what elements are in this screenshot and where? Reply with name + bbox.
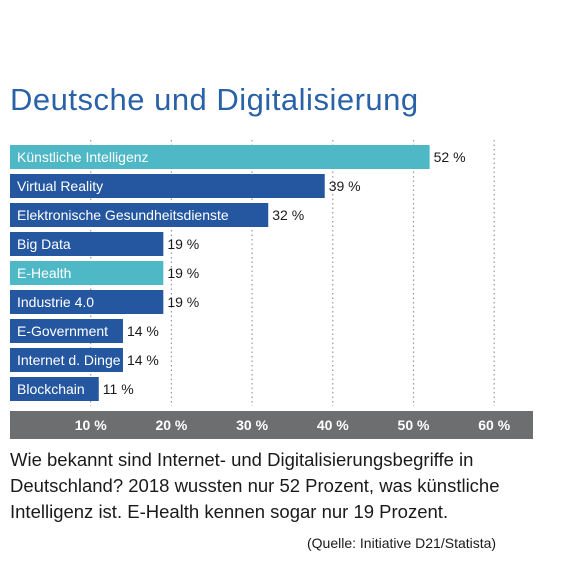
bar [10, 348, 123, 372]
value-label: 14 % [127, 323, 159, 339]
category-label: E-Government [17, 323, 108, 339]
value-label: 19 % [167, 236, 199, 252]
x-tick-label: 40 % [317, 417, 349, 433]
bar [10, 232, 164, 256]
category-label: Blockchain [17, 381, 85, 397]
x-axis: 10 % 20 % 30 % 40 % 50 % 60 % [10, 411, 533, 439]
bar [10, 203, 269, 227]
chart-caption: Wie bekannt sind Internet- und Digitalis… [10, 449, 500, 522]
bar [10, 174, 325, 198]
chart-title: Deutsche und Digitalisierung [10, 82, 419, 117]
category-label: Internet d. Dinge [17, 352, 121, 368]
value-label: 19 % [167, 265, 199, 281]
bars: Künstliche Intelligenz 52 % Virtual Realit… [10, 145, 466, 401]
value-label: 11 % [103, 381, 134, 397]
value-label: 32 % [272, 207, 304, 223]
bar [10, 319, 123, 343]
category-label: E-Health [17, 265, 71, 281]
value-label: 39 % [329, 178, 361, 194]
source-note: (Quelle: Initiative D21/Statista) [307, 535, 497, 551]
bar [10, 290, 164, 314]
x-tick-label: 30 % [236, 417, 268, 433]
bar [10, 377, 99, 401]
category-label: Big Data [17, 236, 71, 252]
category-label: Künstliche Intelligenz [17, 149, 149, 165]
value-label: 19 % [167, 294, 199, 310]
value-label: 52 % [434, 149, 466, 165]
bar [10, 145, 430, 169]
category-label: Industrie 4.0 [17, 294, 94, 310]
x-tick-label: 10 % [75, 417, 107, 433]
bar [10, 261, 164, 285]
category-label: Virtual Reality [17, 178, 103, 194]
category-label: Elektronische Gesundheitsdienste [17, 207, 229, 223]
value-label: 14 % [127, 352, 159, 368]
x-tick-label: 60 % [478, 417, 510, 433]
x-tick-label: 20 % [155, 417, 187, 433]
x-axis-band [10, 411, 533, 439]
x-tick-label: 50 % [398, 417, 430, 433]
